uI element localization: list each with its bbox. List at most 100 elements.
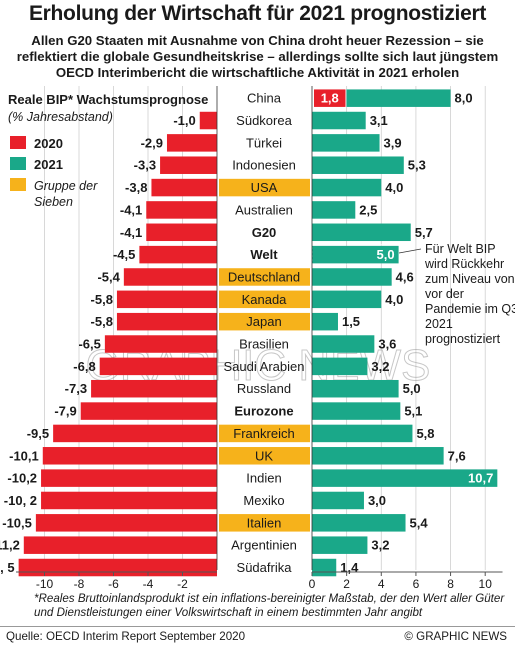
- bar-2020: [104, 335, 217, 353]
- bar-2020: [123, 268, 217, 286]
- bar-2021: [312, 223, 411, 242]
- bar-2020: [41, 491, 217, 510]
- welt-outline: [311, 244, 408, 265]
- tick-label-right: 4: [378, 577, 385, 591]
- category-label: Australien: [235, 202, 293, 217]
- category-label: Brasilien: [239, 337, 289, 352]
- legend-unit: (% Jahresabstand): [8, 110, 113, 124]
- category-label: USA: [251, 180, 278, 195]
- bar-2021: [312, 178, 382, 197]
- bar-2020: [151, 178, 217, 197]
- value-label-2020: -4,5: [113, 247, 135, 262]
- category-label: China: [247, 91, 282, 106]
- value-label-2021: 4,0: [385, 292, 403, 307]
- value-label-2020: -10,2: [7, 471, 37, 486]
- value-label-2020: -6,8: [73, 359, 95, 374]
- bar-2021: [312, 290, 382, 309]
- bar-2020: [35, 514, 217, 532]
- value-label-2020: -9,5: [27, 426, 49, 441]
- source-bar: Quelle: OECD Interim Report September 20…: [0, 626, 515, 646]
- g7-highlight: [219, 514, 310, 532]
- bar-2021: [312, 558, 337, 577]
- category-label: Mexiko: [243, 493, 284, 508]
- g7-highlight: [219, 290, 310, 309]
- category-label: Südkorea: [236, 113, 292, 128]
- value-label-2020: -6,5: [78, 337, 100, 352]
- legend-label-2020: 2020: [34, 136, 63, 151]
- tick-label-right: 2: [343, 577, 350, 591]
- g7-highlight: [219, 447, 310, 465]
- bar-2021: [312, 491, 364, 510]
- bar-2020: [116, 290, 217, 309]
- value-label-2021: 4,0: [385, 180, 403, 195]
- bar-2020: [91, 379, 217, 398]
- g7-highlight: [219, 312, 310, 331]
- value-label-2021: 2,5: [359, 202, 377, 217]
- legend-swatch-2020: [10, 136, 26, 149]
- page-subtitle: Allen G20 Staaten mit Ausnahme von China…: [16, 33, 499, 80]
- value-label-2021: 5,0: [377, 247, 395, 262]
- bar-2020: [53, 424, 217, 443]
- legend-label-2021: 2021: [34, 157, 63, 172]
- footnote: *Reales Bruttoinlandsprodukt ist ein inf…: [34, 592, 505, 619]
- annotation-line: Für Welt BIP: [425, 242, 496, 256]
- bar-2021: [312, 469, 498, 487]
- bar-2020: [139, 245, 217, 264]
- value-label-2021: 3,6: [378, 337, 396, 352]
- annotation-line: Pandemie im Q3: [425, 302, 515, 316]
- value-label-2021: 3,2: [371, 538, 389, 553]
- category-label: UK: [255, 448, 273, 463]
- bar-2021: [312, 424, 413, 443]
- value-label-2021: 8,0: [455, 91, 473, 106]
- source-text: Quelle: OECD Interim Report September 20…: [6, 630, 246, 643]
- bar-2020: [166, 134, 217, 152]
- category-label: Indien: [246, 471, 281, 486]
- bar-2021: [312, 268, 392, 286]
- bar-2020: [146, 223, 217, 242]
- annotation-line: vor der: [425, 287, 464, 301]
- tick-label-left: -2: [177, 577, 188, 591]
- bar-2020: [42, 447, 218, 465]
- value-label-2020: -5,8: [91, 314, 113, 329]
- tick-label-right: 0: [309, 577, 316, 591]
- bar-2021: [312, 156, 404, 174]
- bar-2021: [312, 245, 399, 264]
- annotation-line: prognostiziert: [425, 332, 501, 346]
- category-label: Südafrika: [237, 560, 293, 575]
- value-label-2020: -3,3: [134, 158, 156, 173]
- bar-2021: [312, 536, 368, 554]
- tick-label-left: -6: [108, 577, 119, 591]
- value-label-2020: -7,3: [65, 381, 87, 396]
- category-label: Russland: [237, 381, 291, 396]
- bar-2020: [314, 89, 346, 107]
- legend-label-g7: Gruppe der: [34, 179, 98, 193]
- value-label-2020: -5,8: [91, 292, 113, 307]
- category-label: Frankreich: [233, 426, 294, 441]
- bar-2021: [312, 111, 366, 130]
- value-label-2021: 3,0: [368, 493, 386, 508]
- bar-2020: [18, 558, 217, 577]
- bar-2020: [199, 111, 217, 130]
- value-label-2020: -4,1: [120, 225, 142, 240]
- value-label-2021: 3,9: [384, 135, 402, 150]
- value-label-2021: 5,7: [415, 225, 433, 240]
- category-label: Welt: [250, 247, 278, 262]
- category-label: Kanada: [242, 292, 288, 307]
- tick-label-right: 10: [479, 577, 493, 591]
- value-label-2021: 1,5: [342, 314, 360, 329]
- tick-label-right: 8: [447, 577, 454, 591]
- value-label-2021: 7,6: [448, 448, 466, 463]
- legend-label-g7: Sieben: [34, 195, 73, 209]
- credit-text: © GRAPHIC NEWS: [404, 630, 507, 643]
- legend-heading: Reale BIP* Wachstumsprognose: [8, 92, 208, 107]
- bar-2021: [312, 379, 399, 398]
- value-label-2020: -7,9: [54, 404, 76, 419]
- bar-2020: [116, 312, 217, 331]
- value-label-2020: -4,1: [120, 202, 142, 217]
- value-label-2020: -10,5: [2, 515, 32, 530]
- value-label-2020: -11, 5: [0, 560, 15, 575]
- category-label: Deutschland: [228, 269, 300, 284]
- value-label-2021: 5,3: [408, 158, 426, 173]
- category-label: Saudi Arabien: [224, 359, 305, 374]
- value-label-2021: 3,1: [370, 113, 388, 128]
